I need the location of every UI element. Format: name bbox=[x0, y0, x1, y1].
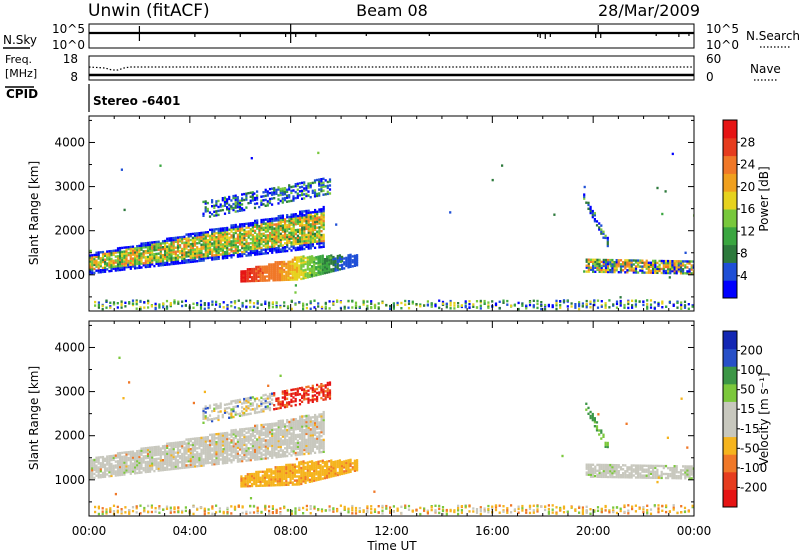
freq-label-line2: [MHz] bbox=[5, 67, 37, 80]
colorbar-swatch bbox=[723, 331, 737, 350]
colorbar-swatch bbox=[723, 489, 737, 508]
nave-tick-top: 60 bbox=[706, 52, 721, 66]
power-ylabel: Slant Range [km] bbox=[27, 161, 41, 265]
cpid-value: Stereo -6401 bbox=[93, 94, 180, 108]
colorbar-swatch bbox=[723, 191, 737, 210]
colorbar-tick-label: 20 bbox=[740, 180, 755, 194]
nsky-tick-bottom: 10^0 bbox=[52, 38, 85, 52]
freq-tick-top: 18 bbox=[63, 52, 78, 66]
nave-label: Nave bbox=[750, 62, 781, 76]
colorbar-tick-label: 100 bbox=[740, 363, 763, 377]
x-tick-label: 16:00 bbox=[475, 524, 510, 538]
x-tick-label: 00:00 bbox=[677, 524, 712, 538]
power-colorbar: 28 24 20 16 12 8 4 bbox=[722, 119, 755, 299]
power-colorbar-label: Power [dB] bbox=[757, 166, 771, 231]
velocity-ylabel: Slant Range [km] bbox=[27, 366, 41, 470]
colorbar-swatch bbox=[723, 244, 737, 263]
colorbar-swatch bbox=[723, 120, 737, 139]
y-tick-label: 1000 bbox=[54, 268, 85, 282]
colorbar-tick-label: 24 bbox=[740, 158, 755, 172]
y-tick-label: 3000 bbox=[54, 180, 85, 194]
colorbar-swatch bbox=[723, 209, 737, 228]
colorbar-swatch bbox=[723, 454, 737, 473]
station-title: Unwin (fitACF) bbox=[88, 1, 210, 21]
colorbar-tick-label: 15 bbox=[740, 402, 755, 416]
velocity-colorbar-label: Velocity [m s⁻¹] bbox=[757, 372, 771, 465]
freq-strip bbox=[88, 55, 695, 81]
nsky-tick-bottom-right: 10^0 bbox=[706, 38, 739, 52]
colorbar-tick-label: 4 bbox=[740, 269, 748, 283]
colorbar-swatch bbox=[723, 262, 737, 281]
velocity-colorbar: 200 100 50 15 -15 -50 -100 -200 bbox=[722, 330, 767, 508]
y-tick-label: 3000 bbox=[54, 385, 85, 399]
colorbar-swatch bbox=[723, 419, 737, 438]
freq-tick-bottom: 8 bbox=[70, 70, 78, 84]
colorbar-tick-label: 28 bbox=[740, 135, 755, 149]
colorbar-tick-label: -15 bbox=[740, 422, 760, 436]
colorbar-swatch bbox=[723, 366, 737, 385]
y-tick-label: 4000 bbox=[54, 340, 85, 354]
x-tick-label: 12:00 bbox=[374, 524, 409, 538]
colorbar-tick-label: -200 bbox=[740, 480, 767, 494]
colorbar-swatch bbox=[723, 471, 737, 490]
date-title: 28/Mar/2009 bbox=[598, 1, 700, 20]
x-tick-label: 08:00 bbox=[273, 524, 308, 538]
colorbar-tick-label: -100 bbox=[740, 461, 767, 475]
colorbar-tick-label: 12 bbox=[740, 224, 755, 238]
nsky-label: N.Sky bbox=[3, 33, 37, 47]
freq-label-line1: Freq. bbox=[5, 53, 32, 66]
colorbar-swatch bbox=[723, 348, 737, 367]
colorbar-swatch bbox=[723, 436, 737, 455]
colorbar-swatch bbox=[723, 137, 737, 157]
y-tick-label: 1000 bbox=[54, 473, 85, 487]
cpid-label: CPID bbox=[6, 87, 38, 101]
nsky-strip bbox=[88, 23, 695, 49]
colorbar-swatch bbox=[723, 226, 737, 246]
power-panel: 1000 2000 3000 4000 bbox=[54, 115, 695, 312]
colorbar-swatch bbox=[723, 383, 737, 402]
velocity-panel: 1000 2000 3000 4000 bbox=[54, 320, 695, 517]
beam-title: Beam 08 bbox=[356, 1, 428, 20]
nsky-tick-top: 10^5 bbox=[52, 22, 85, 36]
colorbar-swatch bbox=[723, 280, 737, 299]
colorbar-swatch bbox=[723, 155, 737, 174]
x-tick-label: 04:00 bbox=[173, 524, 208, 538]
colorbar-tick-label: 16 bbox=[740, 202, 755, 216]
y-tick-label: 2000 bbox=[54, 429, 85, 443]
y-tick-label: 2000 bbox=[54, 224, 85, 238]
colorbar-swatch bbox=[723, 173, 737, 192]
colorbar-tick-label: 8 bbox=[740, 247, 748, 261]
y-tick-label: 4000 bbox=[54, 135, 85, 149]
colorbar-swatch bbox=[723, 401, 737, 420]
nave-tick-bottom: 0 bbox=[706, 70, 714, 84]
nsearch-label: N.Search bbox=[746, 29, 800, 43]
x-axis-label: Time UT bbox=[366, 539, 417, 553]
x-tick-label: 20:00 bbox=[576, 524, 611, 538]
colorbar-tick-label: 200 bbox=[740, 344, 763, 358]
x-tick-label: 00:00 bbox=[72, 524, 107, 538]
nsky-tick-top-right: 10^5 bbox=[706, 22, 739, 36]
colorbar-tick-label: 50 bbox=[740, 383, 755, 397]
colorbar-tick-label: -50 bbox=[740, 441, 760, 455]
